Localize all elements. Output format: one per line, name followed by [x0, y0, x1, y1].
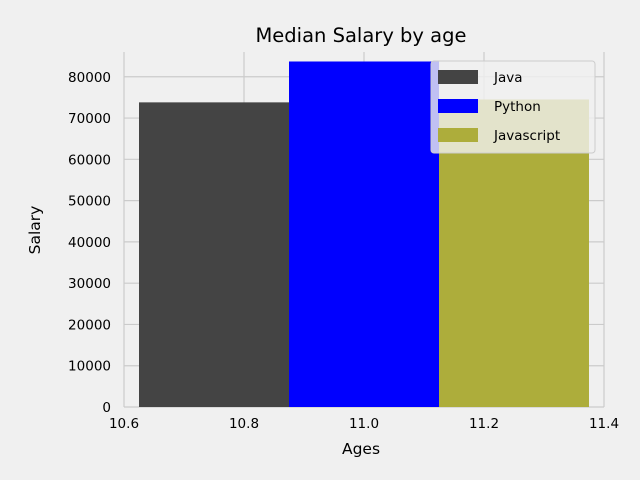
- y-tick-label: 50000: [68, 194, 111, 210]
- legend-swatch-python: [438, 99, 478, 113]
- y-tick-label: 80000: [68, 70, 111, 86]
- y-tick-label: 0: [102, 400, 111, 416]
- legend-label-python: Python: [494, 99, 541, 115]
- x-tick-label: 11.2: [469, 416, 499, 432]
- bar-java: [139, 102, 289, 407]
- chart-title: Median Salary by age: [255, 24, 466, 47]
- y-tick-labels: 0 10000 20000 30000 40000 50000 60000 70000 8000…: [68, 70, 111, 416]
- y-tick-label: 10000: [68, 359, 111, 375]
- legend: Java Python Javascript: [430, 60, 596, 154]
- y-tick-label: 30000: [68, 276, 111, 292]
- x-axis-label: Ages: [342, 440, 380, 458]
- x-tick-label: 11.4: [589, 416, 619, 432]
- x-tick-labels: 10.6 10.8 11.0 11.2 11.4: [109, 416, 619, 432]
- y-tick-label: 60000: [68, 152, 111, 168]
- y-tick-label: 70000: [68, 111, 111, 127]
- x-tick-label: 10.8: [229, 416, 259, 432]
- x-tick-label: 11.0: [349, 416, 379, 432]
- x-tick-label: 10.6: [109, 416, 139, 432]
- legend-swatch-java: [438, 70, 478, 84]
- legend-label-javascript: Javascript: [493, 128, 560, 144]
- y-tick-label: 40000: [68, 235, 111, 251]
- y-tick-label: 20000: [68, 317, 111, 333]
- legend-swatch-javascript: [438, 128, 478, 142]
- legend-label-java: Java: [493, 70, 523, 86]
- bar-python: [289, 61, 439, 407]
- y-axis-label: Salary: [26, 206, 44, 255]
